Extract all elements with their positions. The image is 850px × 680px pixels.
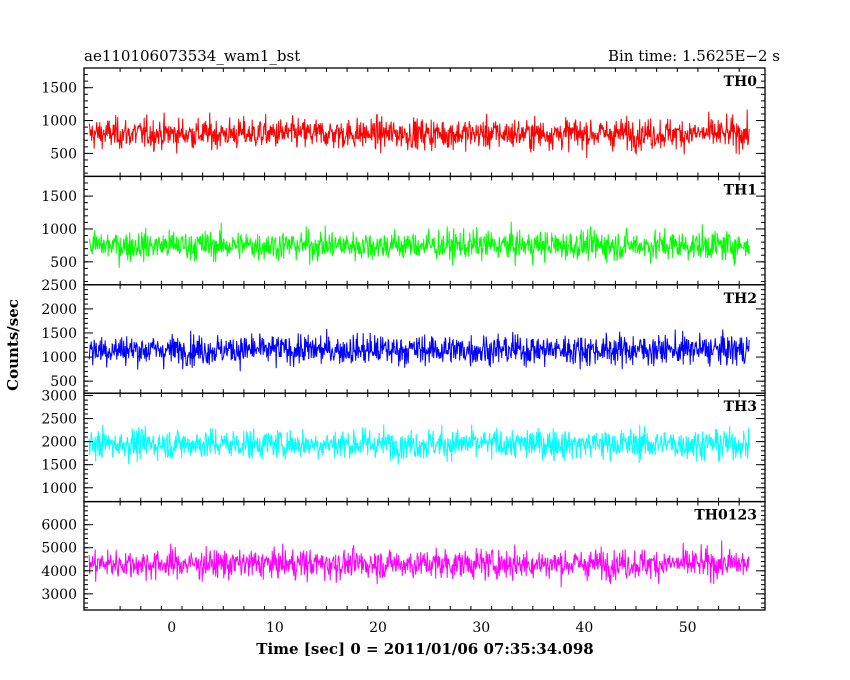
y-tick-label: 1500 (41, 326, 77, 342)
y-tick-label: 1000 (41, 222, 77, 238)
panel-frame (83, 67, 766, 178)
panel-frame (83, 175, 766, 286)
x-tick-label: 30 (472, 620, 490, 636)
panel-th0123: 3000 4000 5000 6000 TH0123 (41, 500, 766, 611)
panel-th1: 500 1000 1500 TH1 (41, 175, 766, 286)
panel-label-th3: TH3 (724, 399, 757, 415)
series-line-th2 (88, 328, 750, 372)
y-tick-label: 1500 (41, 189, 77, 205)
panels-group: 500 1000 1500 TH0 500 1000 1500 TH1 500 1000 1500 2… (41, 67, 766, 611)
y-tick-label: 1500 (41, 81, 77, 97)
x-axis: 0 10 20 30 40 50 (167, 620, 696, 636)
x-tick-label: 50 (679, 620, 697, 636)
x-tick-label: 20 (369, 620, 387, 636)
x-tick-label: 10 (266, 620, 284, 636)
y-tick-label: 1000 (41, 481, 77, 497)
panel-label-th2: TH2 (724, 291, 757, 307)
y-tick-label: 3000 (41, 389, 77, 405)
y-tick-label: 2500 (41, 412, 77, 428)
y-tick-label: 500 (50, 146, 77, 162)
series-line-th0 (88, 109, 750, 159)
y-tick-label: 1500 (41, 458, 77, 474)
y-tick-label: 500 (50, 374, 77, 390)
series-line-th1 (88, 221, 750, 268)
chart-title-left: ae110106073534_wam1_bst (84, 47, 300, 65)
y-tick-label: 5000 (41, 541, 77, 557)
chart-title-right: Bin time: 1.5625E−2 s (608, 47, 780, 65)
panel-frame (83, 500, 766, 611)
y-tick-label: 3000 (41, 587, 77, 603)
panel-label-th1: TH1 (724, 182, 757, 198)
panel-th0: 500 1000 1500 TH0 (41, 67, 766, 178)
y-tick-label: 1000 (41, 114, 77, 130)
series-line-th3 (88, 424, 750, 465)
panel-label-th0123: TH0123 (694, 508, 757, 524)
y-tick-label: 2000 (41, 302, 77, 318)
x-tick-label: 0 (167, 620, 176, 636)
panel-th2: 500 1000 1500 2000 2500 TH2 (41, 278, 766, 394)
y-tick-label: 4000 (41, 564, 77, 580)
series-line-th0123 (88, 540, 750, 588)
y-tick-label: 500 (50, 255, 77, 271)
y-axis-label: Counts/sec (4, 299, 22, 391)
y-tick-label: 1000 (41, 350, 77, 366)
x-tick-label: 40 (576, 620, 594, 636)
x-axis-label: Time [sec] 0 = 2011/01/06 07:35:34.098 (256, 640, 593, 658)
panel-th3: 1000 1500 2000 2500 3000 TH3 (41, 389, 766, 503)
y-tick-label: 6000 (41, 518, 77, 534)
panel-label-th0: TH0 (724, 74, 758, 90)
y-tick-label: 2000 (41, 435, 77, 451)
y-tick-label: 2500 (41, 278, 77, 294)
